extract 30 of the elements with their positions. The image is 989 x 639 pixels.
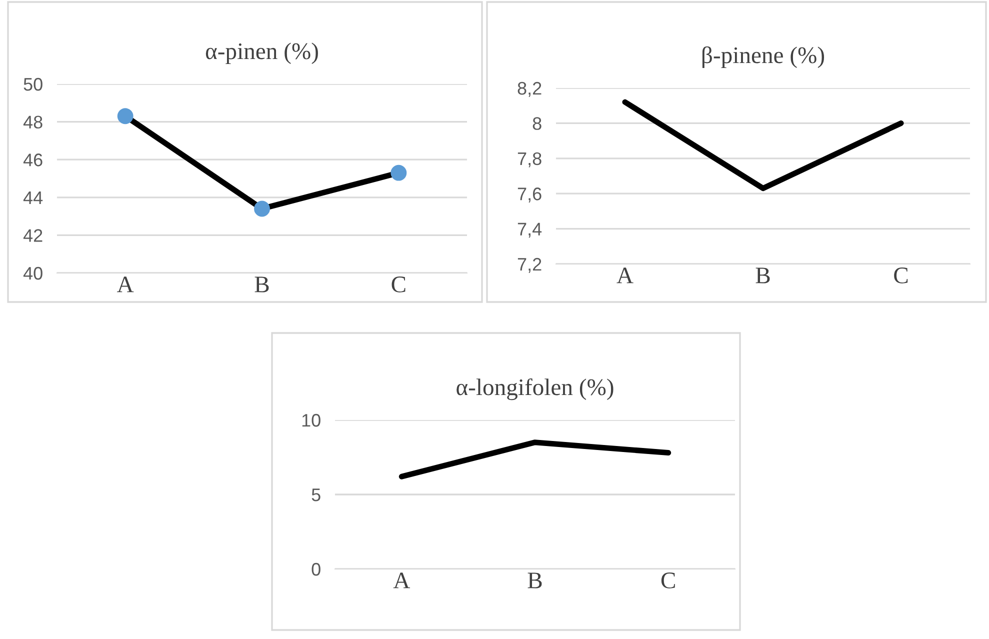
y-tick-label: 7,4 [518,222,542,238]
x-tick-label: A [616,268,634,284]
y-tick-label: 8,2 [518,82,542,97]
y-tick-label: 0 [312,562,320,576]
y-tick-label: 48 [23,116,42,129]
point [117,108,134,124]
y-tick-label: 40 [23,266,42,280]
x-tick-label: B [528,572,542,588]
chart-title: α-longifolen (%) [456,378,614,400]
x-tick-label: C [661,572,675,588]
x-tick-label: C [894,268,908,284]
y-tick-label: 42 [23,229,42,242]
x-tick-label: A [393,572,410,588]
y-tick-label: 7,6 [518,188,542,202]
y-tick-label: 8 [532,117,542,130]
y-tick-label: 7,2 [518,258,542,273]
y-tick-label: 7,8 [518,152,542,168]
y-tick-label: 44 [23,192,43,204]
y-tick-label: 46 [23,154,42,166]
y-tick-label: 50 [24,78,42,91]
chart-title: α-pinen (%) [206,42,318,64]
x-tick-label: B [254,276,269,292]
y-tick-label: 5 [312,488,320,502]
y-tick-label: 10 [302,414,320,427]
x-tick-label: A [117,276,134,292]
point [390,164,407,181]
chart-title: β-pinene (%) [702,46,824,68]
x-tick-label: B [756,268,770,284]
point [254,200,270,217]
x-tick-label: C [392,276,406,292]
